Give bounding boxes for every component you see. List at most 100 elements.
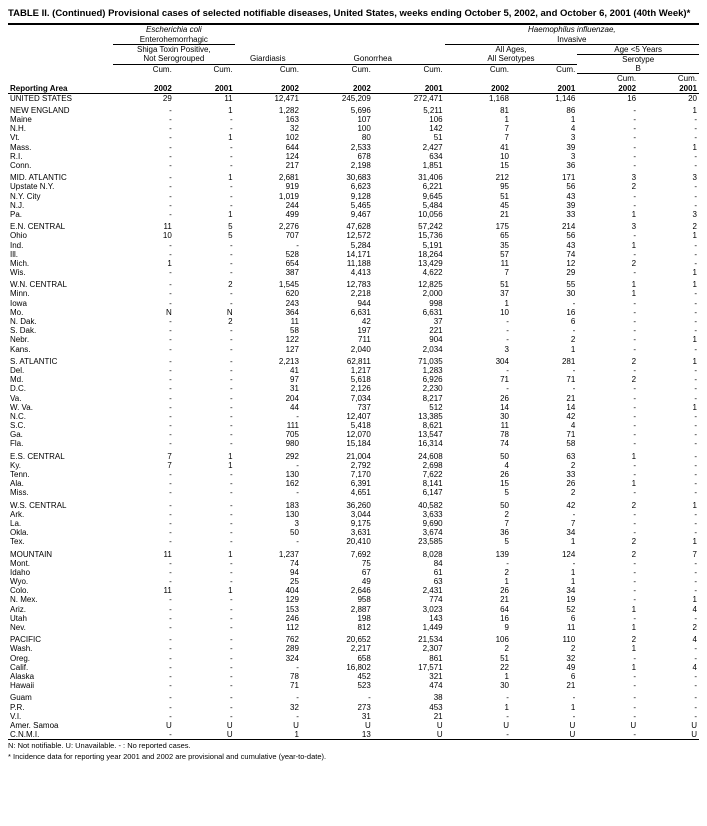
value-cell: - — [235, 241, 301, 250]
value-cell: - — [638, 644, 699, 653]
value-cell: - — [113, 182, 174, 191]
value-cell: - — [174, 470, 235, 479]
value-cell: 944 — [301, 299, 373, 308]
value-cell: 13,429 — [373, 259, 445, 268]
value-cell: - — [638, 510, 699, 519]
value-cell: 12,471 — [235, 93, 301, 103]
value-cell: 2 — [577, 259, 638, 268]
value-cell: - — [174, 375, 235, 384]
value-cell: 654 — [235, 259, 301, 268]
area-cell: Okla. — [8, 528, 113, 537]
value-cell: 1 — [638, 268, 699, 277]
value-cell: 71,035 — [373, 354, 445, 366]
value-cell: 43 — [511, 192, 577, 201]
value-cell: - — [113, 412, 174, 421]
hdr-invasive: Invasive — [445, 35, 699, 45]
value-cell: 1 — [511, 537, 577, 546]
table-row: Amer. SamoaUUUUUUUUU — [8, 721, 699, 730]
value-cell: 7,692 — [301, 547, 373, 559]
value-cell: - — [511, 510, 577, 519]
value-cell: - — [174, 394, 235, 403]
value-cell: 21 — [373, 712, 445, 721]
value-cell: - — [174, 289, 235, 298]
value-cell: 774 — [373, 595, 445, 604]
value-cell: - — [113, 384, 174, 393]
value-cell: 523 — [301, 681, 373, 690]
value-cell: 1,217 — [301, 366, 373, 375]
value-cell: - — [577, 143, 638, 152]
value-cell: - — [235, 412, 301, 421]
value-cell: 7 — [113, 461, 174, 470]
value-cell: 4 — [638, 663, 699, 672]
value-cell: 37 — [373, 317, 445, 326]
value-cell: - — [174, 537, 235, 546]
value-cell: - — [174, 201, 235, 210]
value-cell: 16,314 — [373, 439, 445, 448]
table-row: R.I.--124678634103-- — [8, 152, 699, 161]
value-cell: - — [577, 690, 638, 702]
value-cell: - — [174, 152, 235, 161]
value-cell: - — [113, 170, 174, 182]
value-cell: 130 — [235, 510, 301, 519]
value-cell: 2 — [577, 182, 638, 191]
value-cell: - — [113, 632, 174, 644]
table-row: N. Dak.-2114237-6-- — [8, 317, 699, 326]
value-cell: - — [577, 488, 638, 497]
value-cell: - — [113, 403, 174, 412]
value-cell: 21 — [445, 595, 511, 604]
value-cell: 15 — [445, 479, 511, 488]
value-cell: 2 — [638, 219, 699, 231]
hdr-shiga2: Not Serogrouped — [113, 54, 235, 64]
value-cell: 143 — [373, 614, 445, 623]
value-cell: 364 — [235, 308, 301, 317]
hdr-haemo: Haemophilus influenzae, — [445, 24, 699, 34]
table-row: Mo.NN3646,6316,6311016-- — [8, 308, 699, 317]
value-cell: - — [113, 161, 174, 170]
value-cell: - — [113, 133, 174, 142]
value-cell: - — [577, 133, 638, 142]
value-cell: 12,825 — [373, 277, 445, 289]
value-cell: 1 — [577, 663, 638, 672]
value-cell: - — [174, 182, 235, 191]
table-row: PACIFIC--76220,65221,53410611024 — [8, 632, 699, 644]
value-cell: 1,545 — [235, 277, 301, 289]
value-cell: 10,056 — [373, 210, 445, 219]
value-cell: U — [445, 721, 511, 730]
value-cell: - — [577, 654, 638, 663]
value-cell: - — [577, 681, 638, 690]
value-cell: 41 — [445, 143, 511, 152]
value-cell: - — [174, 354, 235, 366]
value-cell: 20 — [638, 93, 699, 103]
value-cell: - — [174, 632, 235, 644]
value-cell: 4 — [445, 461, 511, 470]
value-cell: - — [638, 161, 699, 170]
area-cell: P.R. — [8, 703, 113, 712]
area-cell: N.H. — [8, 124, 113, 133]
table-row: N.J.--2445,4655,4844539-- — [8, 201, 699, 210]
value-cell: - — [174, 439, 235, 448]
value-cell: - — [511, 712, 577, 721]
value-cell: - — [113, 672, 174, 681]
value-cell: - — [174, 595, 235, 604]
value-cell: 32 — [235, 703, 301, 712]
footnote-2: * Incidence data for reporting year 2001… — [8, 753, 699, 761]
value-cell: 49 — [301, 577, 373, 586]
value-cell: 7 — [113, 449, 174, 461]
table-row: Mass.--6442,5332,4274139-1 — [8, 143, 699, 152]
value-cell: - — [577, 703, 638, 712]
value-cell: 1 — [174, 133, 235, 142]
value-cell: U — [174, 721, 235, 730]
value-cell: 44 — [235, 403, 301, 412]
value-cell: - — [174, 421, 235, 430]
value-cell: 245,209 — [301, 93, 373, 103]
value-cell: 1 — [638, 595, 699, 604]
value-cell: 15,184 — [301, 439, 373, 448]
value-cell: - — [638, 470, 699, 479]
value-cell: - — [113, 644, 174, 653]
value-cell: - — [445, 326, 511, 335]
value-cell: 17,571 — [373, 663, 445, 672]
table-row: UNITED STATES291112,471245,209272,4711,1… — [8, 93, 699, 103]
value-cell: 86 — [511, 103, 577, 115]
value-cell: - — [577, 317, 638, 326]
value-cell: 63 — [373, 577, 445, 586]
